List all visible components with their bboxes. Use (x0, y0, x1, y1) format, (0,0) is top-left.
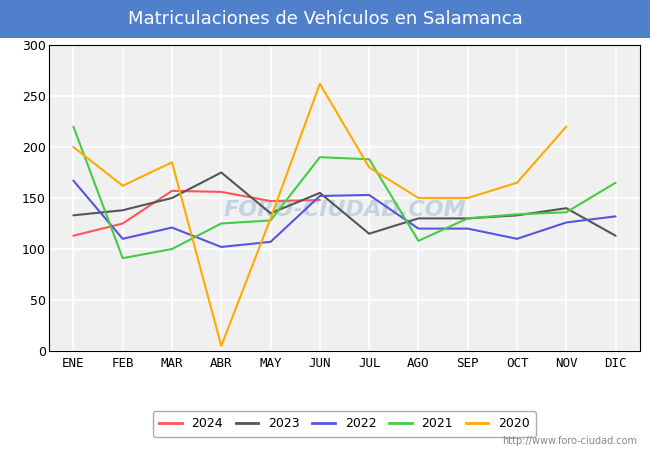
Text: http://www.foro-ciudad.com: http://www.foro-ciudad.com (502, 436, 637, 446)
Text: Matriculaciones de Vehículos en Salamanca: Matriculaciones de Vehículos en Salamanc… (127, 10, 523, 28)
Text: FORO-CIUDAD.COM: FORO-CIUDAD.COM (223, 200, 466, 220)
Legend: 2024, 2023, 2022, 2021, 2020: 2024, 2023, 2022, 2021, 2020 (153, 411, 536, 436)
